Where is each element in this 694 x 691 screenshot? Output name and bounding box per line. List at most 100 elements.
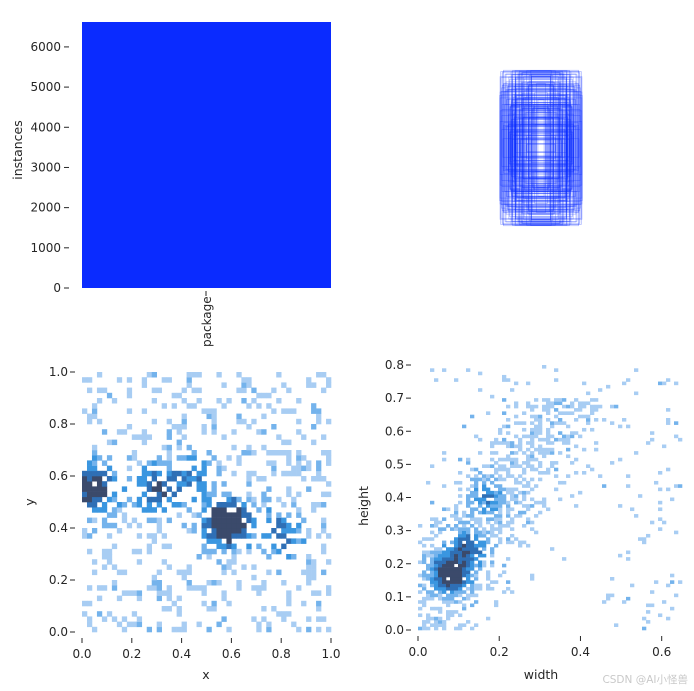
box-outline [525, 96, 557, 200]
heatmap-cell [316, 616, 322, 622]
heatmap-cell [82, 611, 88, 617]
heatmap-cell [422, 626, 427, 631]
heatmap-cell [226, 491, 232, 498]
heatmap-cell [166, 585, 172, 591]
heatmap-cell [422, 603, 427, 608]
heatmap-cell [438, 567, 443, 571]
heatmap-cell [474, 583, 479, 588]
heatmap-cell [156, 522, 162, 529]
heatmap-cell [558, 418, 563, 422]
heatmap-cell [106, 611, 113, 617]
heatmap-cell [211, 429, 217, 435]
heatmap-cell [286, 455, 292, 461]
heatmap-cell [426, 613, 431, 618]
heatmap-cell [554, 487, 559, 492]
box-outline [501, 129, 581, 167]
heatmap-cell [666, 408, 671, 412]
heatmap-cell [458, 577, 463, 581]
heatmap-cell [82, 470, 88, 477]
box-outline [514, 116, 568, 180]
heatmap-cell [538, 444, 543, 449]
heatmap-cell [546, 507, 551, 512]
heatmap-cell [554, 467, 559, 472]
heatmap-cell [86, 621, 93, 628]
heatmap-cell [530, 427, 535, 432]
heatmap-cell [602, 484, 607, 488]
heatmap-cell [494, 437, 499, 442]
heatmap-cell [478, 388, 483, 392]
heatmap-cell [478, 550, 483, 555]
heatmap-cell [176, 606, 182, 612]
heatmap-cell [582, 401, 587, 406]
heatmap-cell [466, 620, 471, 624]
heatmap-cell [191, 465, 197, 472]
heatmap-cell [538, 464, 543, 468]
heatmap-cell [286, 538, 292, 544]
heatmap-cell [450, 567, 455, 571]
heatmap-cell [121, 429, 128, 435]
box-outline [503, 83, 579, 213]
heatmap-cell [582, 447, 587, 452]
heatmap-cell [106, 476, 113, 482]
heatmap-cell [306, 559, 312, 565]
heatmap-cell [446, 567, 451, 571]
heatmap-cell [498, 537, 503, 541]
heatmap-cell [96, 595, 103, 602]
heatmap-cell [534, 427, 539, 432]
heatmap-cell [674, 381, 679, 386]
heatmap-cell [141, 507, 148, 513]
heatmap-cell [462, 527, 467, 531]
heatmap-cell [542, 447, 547, 452]
heatmap-cell [442, 543, 447, 548]
box-outline [534, 124, 548, 172]
box-outline [521, 93, 561, 203]
box-outline [504, 74, 578, 222]
heatmap-cell [86, 486, 93, 492]
heatmap-cell [221, 507, 227, 513]
heatmap-cell [446, 553, 451, 558]
y-tick-label: 0.4 [385, 491, 404, 505]
heatmap-cell [498, 530, 503, 535]
heatmap-cell [306, 486, 312, 492]
heatmap-cell [498, 517, 503, 521]
heatmap-cell [454, 583, 459, 588]
heatmap-cell [570, 461, 575, 465]
heatmap-cell [201, 522, 207, 529]
heatmap-cell [96, 507, 103, 513]
heatmap-cell [446, 583, 451, 588]
heatmap-cell [542, 504, 547, 508]
width-height-heatmap: 0.0 0.2 0.4 0.6 0.00.10.20.30.40.50.60.70.8… [356, 358, 683, 682]
heatmap-cell [206, 502, 212, 508]
heatmap-cell [326, 377, 332, 383]
box-outline [506, 98, 576, 198]
heatmap-cell [530, 464, 535, 468]
heatmap-cell [256, 585, 262, 591]
heatmap-cell [650, 437, 655, 442]
box-outline [512, 96, 570, 200]
heatmap-cell [196, 481, 202, 487]
heatmap-cell [526, 543, 531, 548]
heatmap-cell [542, 408, 547, 412]
heatmap-cell [326, 626, 332, 633]
heatmap-cell [91, 569, 98, 576]
heatmap-cell [141, 434, 148, 440]
heatmap-cell [550, 461, 555, 465]
heatmap-cell [518, 464, 523, 468]
heatmap-cell [502, 374, 507, 379]
heatmap-cell [246, 382, 252, 388]
heatmap-cell [161, 543, 167, 550]
heatmap-cell [550, 464, 555, 468]
heatmap-cell [166, 418, 172, 425]
heatmap-cell [478, 371, 483, 376]
heatmap-cell [422, 543, 427, 548]
heatmap-cell [296, 398, 302, 404]
heatmap-cell [141, 491, 148, 498]
heatmap-cell [191, 522, 197, 529]
heatmap-cell [578, 404, 583, 409]
heatmap-cell [201, 528, 207, 534]
heatmap-cell [510, 388, 515, 392]
heatmap-cell [251, 533, 257, 539]
heatmap-cell [291, 408, 297, 414]
heatmap-cell [246, 450, 252, 456]
heatmap-cell [241, 382, 247, 388]
